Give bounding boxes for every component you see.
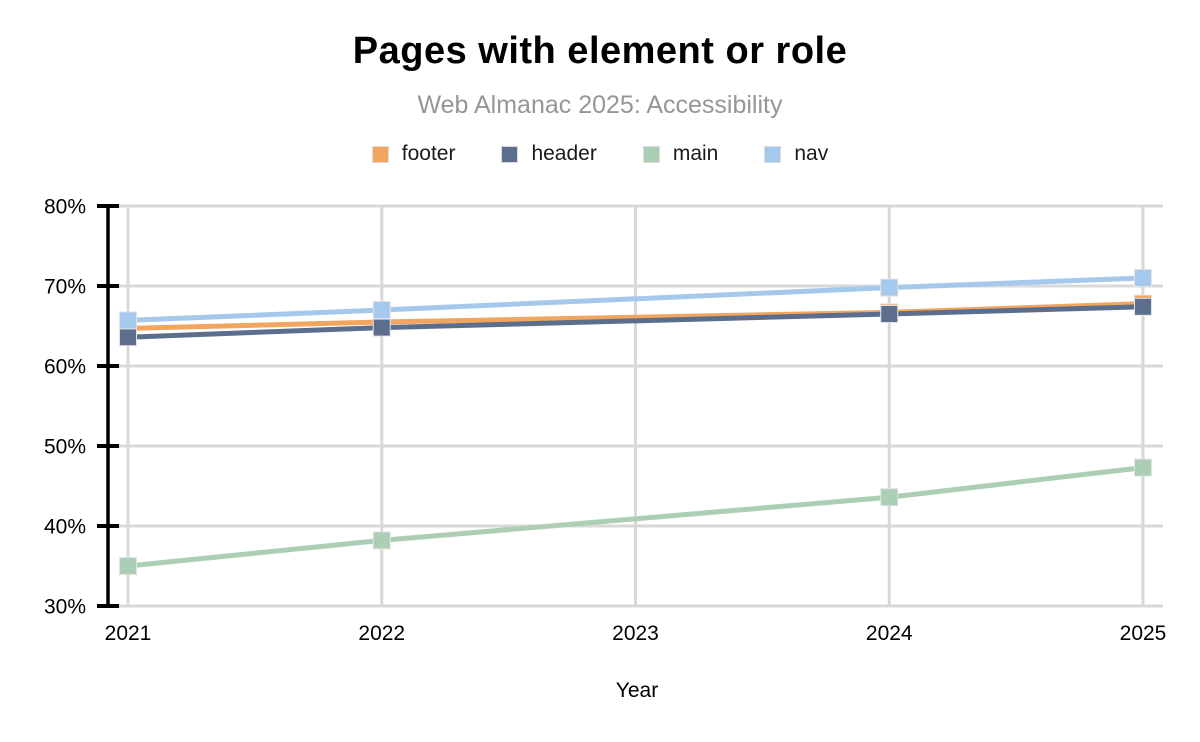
y-tick-label: 80% — [44, 196, 86, 219]
legend-label-footer: footer — [401, 142, 456, 165]
marker-header[interactable] — [1134, 297, 1152, 316]
line-nav — [127, 275, 1144, 323]
x-tick-label: 2022 — [358, 622, 405, 645]
y-tick-label: 50% — [44, 436, 86, 459]
marker-header[interactable] — [880, 305, 899, 323]
x-axis-title: Year — [615, 679, 659, 702]
x-tick-label: 2024 — [866, 622, 913, 645]
legend-item-main[interactable]: main — [642, 142, 719, 166]
marker-nav[interactable] — [119, 311, 137, 330]
legend-item-header[interactable]: header — [501, 142, 597, 166]
legend-item-nav[interactable]: nav — [764, 142, 828, 166]
legend-swatch-nav — [764, 145, 782, 163]
marker-nav[interactable] — [1134, 269, 1152, 287]
legend-label-header: header — [531, 142, 597, 165]
x-tick-label: 2023 — [612, 622, 659, 645]
line-main — [127, 465, 1144, 569]
legend-label-main: main — [672, 142, 719, 165]
marker-main[interactable] — [372, 531, 391, 550]
chart-subtitle: Web Almanac 2025: Accessibility — [417, 91, 783, 119]
marker-main[interactable] — [1134, 458, 1152, 477]
legend-label-nav: nav — [794, 142, 829, 165]
legend-swatch-header — [501, 145, 519, 163]
x-tick-label: 2021 — [105, 622, 152, 645]
legend-swatch-footer — [371, 145, 389, 163]
marker-main[interactable] — [880, 488, 899, 507]
marker-header[interactable] — [372, 318, 391, 337]
y-tick-label: 40% — [44, 516, 86, 539]
marker-nav[interactable] — [372, 301, 391, 319]
legend-swatch-main — [642, 145, 660, 163]
x-tick-label: 2025 — [1120, 622, 1167, 645]
legend: footer header main nav — [0, 142, 1200, 166]
marker-header[interactable] — [119, 328, 137, 347]
y-tick-label: 30% — [44, 596, 86, 619]
chart-title: Pages with element or role — [352, 30, 848, 72]
y-tick-label: 60% — [44, 356, 86, 379]
marker-main[interactable] — [119, 557, 137, 575]
y-tick-label: 70% — [44, 276, 86, 299]
legend-item-footer[interactable]: footer — [371, 142, 456, 166]
marker-nav[interactable] — [880, 278, 899, 297]
line-header — [127, 304, 1144, 340]
